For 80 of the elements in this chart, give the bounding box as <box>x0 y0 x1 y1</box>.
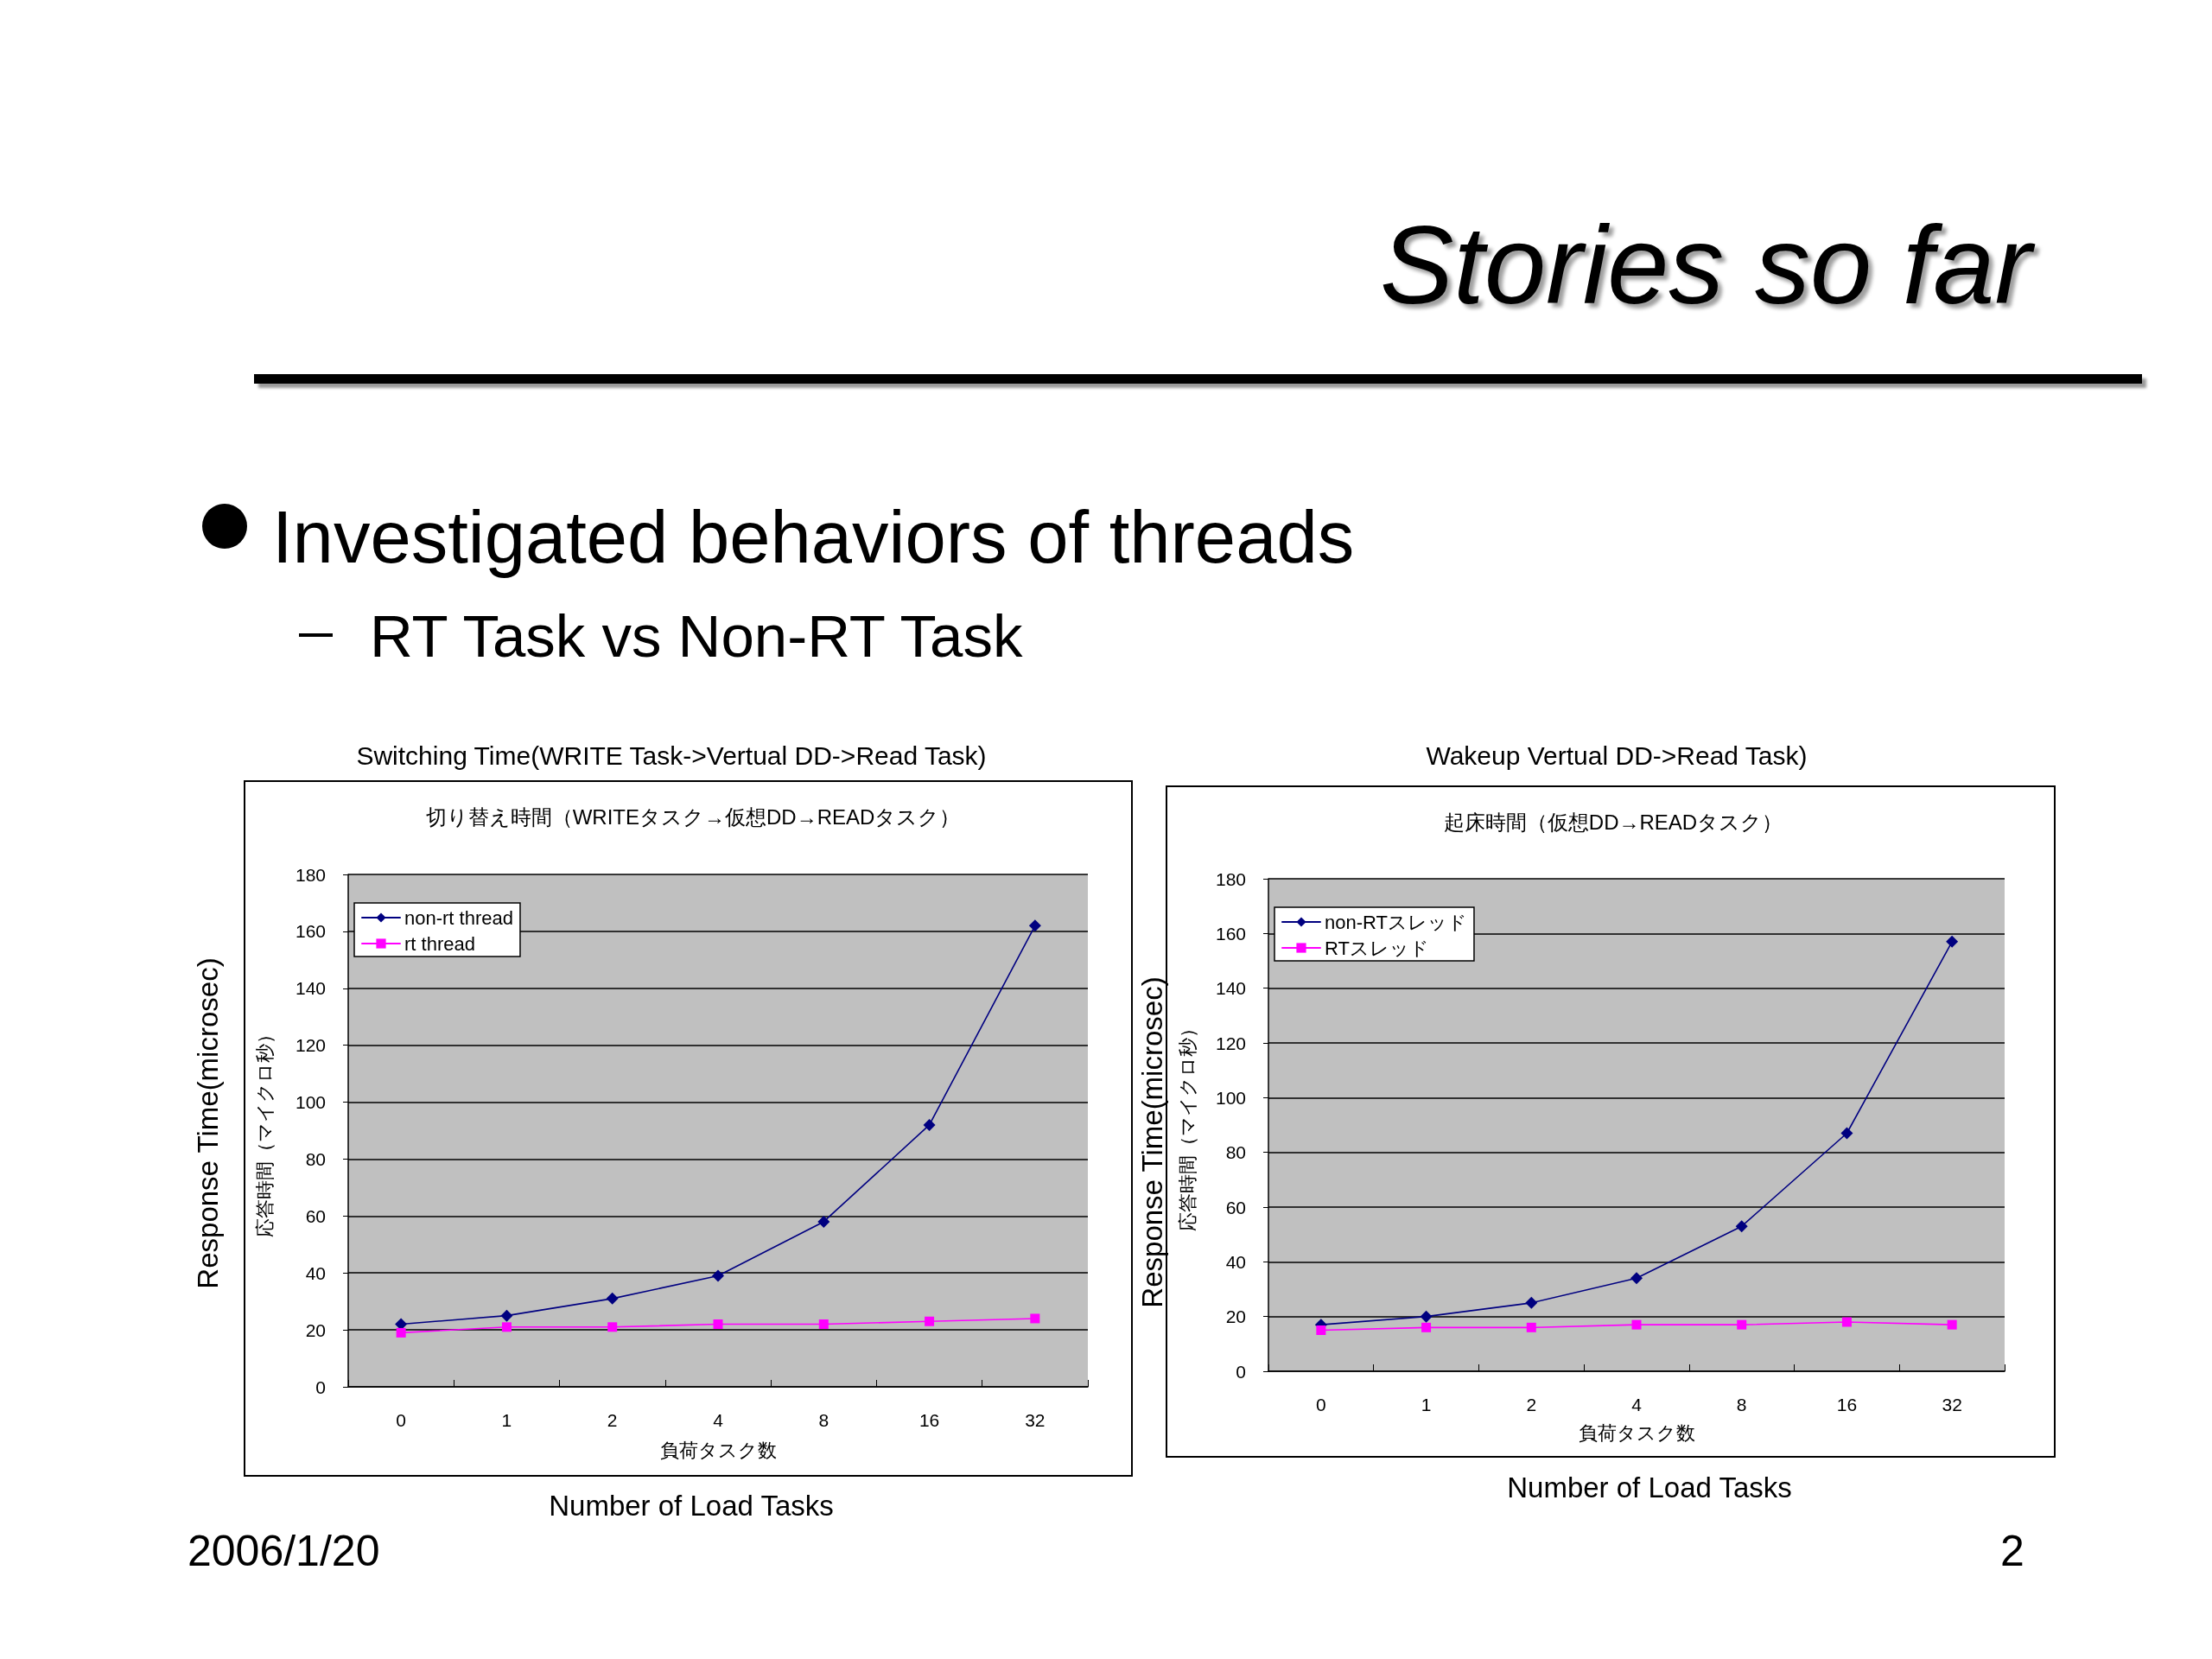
point <box>1946 935 1959 948</box>
point <box>817 1215 830 1228</box>
y-tick-label: 100 <box>295 1092 326 1113</box>
legend-label: rt thread <box>404 932 475 955</box>
y-tick-label: 20 <box>1225 1306 1246 1327</box>
point <box>1737 1319 1747 1330</box>
y-tick-label: 0 <box>315 1376 326 1397</box>
y-tick-label: 140 <box>1215 978 1246 999</box>
point <box>1526 1322 1536 1332</box>
y-tick-label: 120 <box>1215 1033 1246 1053</box>
point <box>1947 1319 1957 1330</box>
legend-label: non-rt thread <box>404 906 513 929</box>
point <box>500 1309 513 1322</box>
y-tick-label: 40 <box>1225 1251 1246 1272</box>
x-tick-label: 1 <box>1421 1395 1432 1414</box>
y-tick-label: 180 <box>295 864 326 885</box>
point <box>713 1319 723 1330</box>
chart-subtitle: 起床時間（仮想DD→READタスク） <box>1443 810 1783 834</box>
point <box>818 1319 829 1330</box>
x-tick-label: 16 <box>1836 1395 1858 1414</box>
x-tick-label: 1 <box>501 1410 512 1430</box>
text: RT Task vs Non-RT Task <box>370 603 1023 670</box>
chart-subtitle: 切り替え時間（WRITEタスク→仮想DD→READタスク） <box>425 804 961 829</box>
y-tick-label: 0 <box>1236 1361 1246 1382</box>
point <box>607 1322 618 1332</box>
point <box>1840 1127 1853 1140</box>
point <box>1841 1317 1852 1327</box>
y-axis-title: 応答時間（マイクロ秒） <box>253 1024 276 1237</box>
y-tick-label: 120 <box>295 1035 326 1056</box>
x-tick-label: 2 <box>607 1410 618 1430</box>
point <box>1420 1310 1433 1323</box>
x-tick-label: 4 <box>1631 1395 1643 1414</box>
y-tick-label: 160 <box>1215 923 1246 944</box>
point <box>1735 1220 1748 1233</box>
x-tick-label: 0 <box>1316 1395 1326 1414</box>
chart-title: Switching Time(WRITE Task->Vertual DD->Read Task) <box>356 741 987 770</box>
point <box>1030 1313 1040 1324</box>
point <box>923 1118 936 1131</box>
x-tick-label: 8 <box>1736 1395 1747 1414</box>
point <box>606 1292 619 1305</box>
text: Response Time(microsec) <box>1135 976 1168 1308</box>
y-tick-label: 80 <box>305 1148 326 1169</box>
point <box>396 1327 406 1338</box>
x-tick-label: 2 <box>1526 1395 1537 1414</box>
x-axis-title: 負荷タスク数 <box>1578 1421 1695 1444</box>
x-tick-label: 0 <box>396 1410 406 1430</box>
y-tick-label: 140 <box>295 978 326 999</box>
y-tick-label: 60 <box>1225 1197 1246 1217</box>
y-axis-title: 応答時間（マイクロ秒） <box>1176 1019 1198 1231</box>
legend-label: non-RTスレッド <box>1325 911 1467 933</box>
x-tick-label: 16 <box>918 1410 940 1430</box>
x-tick-label: 32 <box>1025 1410 1046 1430</box>
point <box>1421 1322 1432 1332</box>
x-tick-label: 4 <box>713 1410 724 1430</box>
text: Number of Load Tasks <box>1507 1471 1792 1503</box>
text: Response Time(microsec) <box>191 957 224 1289</box>
text: 2 <box>2000 1527 2024 1575</box>
point <box>712 1269 724 1282</box>
x-tick-label: 32 <box>1942 1395 1962 1414</box>
text: Number of Load Tasks <box>549 1489 834 1522</box>
x-axis-title: 負荷タスク数 <box>659 1439 777 1461</box>
point <box>1316 1325 1326 1335</box>
point <box>1028 919 1041 932</box>
y-tick-label: 160 <box>295 921 326 942</box>
text: Investigated behaviors of threads <box>272 496 1355 578</box>
y-tick-label: 100 <box>1215 1087 1246 1108</box>
chart-title: Wakeup Vertual DD->Read Task) <box>1426 741 1808 770</box>
text: 2006/1/20 <box>188 1527 380 1575</box>
y-tick-label: 80 <box>1225 1142 1246 1163</box>
x-tick-label: 8 <box>818 1410 830 1430</box>
legend-label: RTスレッド <box>1325 937 1429 959</box>
point <box>1631 1319 1642 1330</box>
point <box>501 1322 512 1332</box>
y-tick-label: 40 <box>305 1262 326 1283</box>
point <box>925 1316 935 1326</box>
point <box>1525 1296 1538 1309</box>
point <box>1630 1272 1643 1285</box>
y-tick-label: 60 <box>305 1205 326 1226</box>
y-tick-label: 20 <box>305 1319 326 1340</box>
y-tick-label: 180 <box>1215 868 1246 889</box>
